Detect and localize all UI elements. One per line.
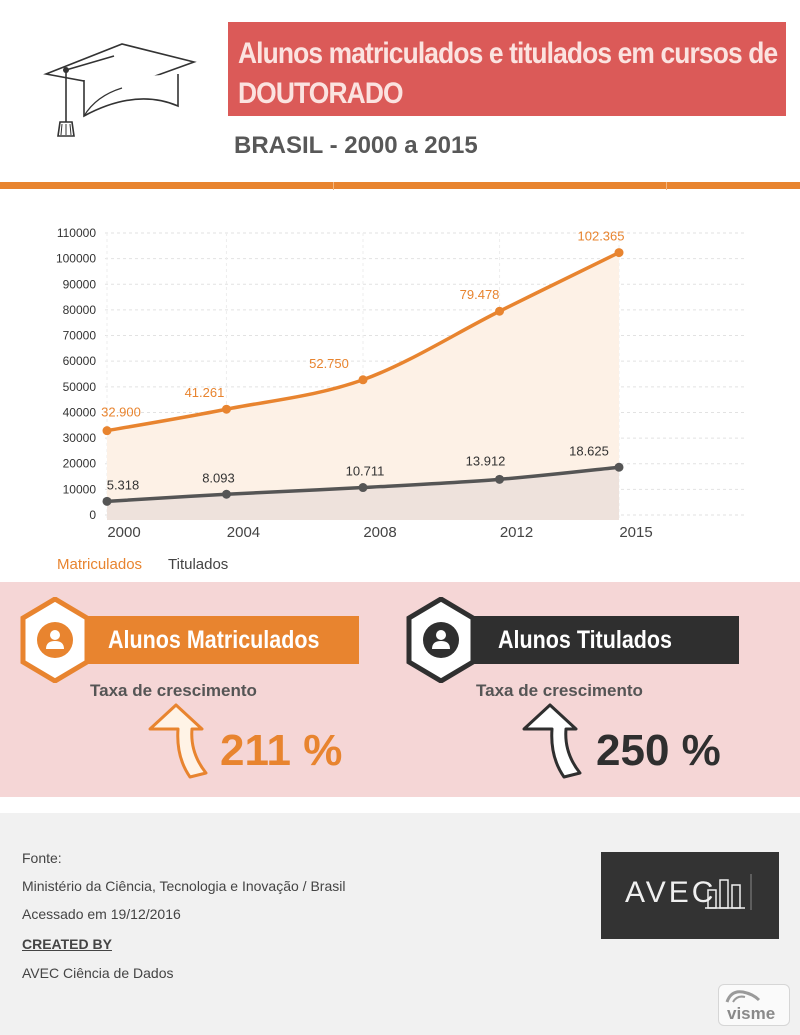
data-point [102,496,112,506]
graduation-cap-icon [43,43,197,137]
matriculados-banner: Alunos Matriculados [80,616,359,664]
data-point [221,489,231,499]
titulados-title: Alunos Titulados [498,626,673,654]
data-point [358,483,368,493]
series-area [107,252,619,520]
chart-points [102,248,624,506]
y-tick-label: 40000 [63,405,97,419]
user-icon [432,630,450,649]
y-axis-ticks: 0 10000 20000 30000 40000 50000 60000 70000 8000… [56,226,96,522]
data-label: 32.900 [101,405,141,420]
x-tick-label: 2012 [500,524,533,541]
data-label: 18.625 [569,443,609,458]
avec-logo: AVEC [601,852,779,939]
x-tick-label: 2004 [227,524,260,541]
data-label: 10.711 [346,464,385,479]
data-point [358,375,368,385]
bar-chart-icon [705,874,752,910]
chart-data-labels: 32.900 41.261 52.750 79.478 102.365 5.318 8.09… [101,229,624,493]
data-point [495,474,505,484]
title-line-2: DOUTORADO [238,77,404,110]
y-tick-label: 20000 [63,457,97,471]
data-label: 8.093 [202,470,235,485]
visme-text: visme [727,1004,776,1023]
y-tick-label: 10000 [63,482,97,496]
up-arrow-icon [148,703,208,779]
y-tick-label: 50000 [63,380,97,394]
y-tick-label: 0 [89,508,96,522]
data-label: 102.365 [578,229,625,244]
orange-divider [0,182,800,189]
data-label: 13.912 [466,453,506,468]
visme-swirl-icon [725,990,761,1003]
y-tick-label: 90000 [63,277,97,291]
accessed-date: Acessado em 19/12/2016 [22,906,181,922]
y-tick-label: 110000 [57,226,96,240]
data-point [221,404,231,414]
titulados-rate-value: 250 % [596,726,721,775]
matriculados-rate-label: Taxa de crescimento [90,681,257,700]
data-point [614,248,624,258]
data-label: 5.318 [107,477,140,492]
line-chart: 32.900 41.261 52.750 79.478 102.365 5.318 8.09… [56,226,745,541]
matriculados-title: Alunos Matriculados [108,626,320,654]
creator-name: AVEC Ciência de Dados [22,965,174,981]
x-axis-ticks: 2000 2004 2008 2012 2015 [107,524,652,541]
legend-titulados[interactable]: Titulados [168,556,229,573]
subtitle: BRASIL - 2000 a 2015 [234,132,478,159]
up-arrow-icon [522,703,582,779]
source-label: Fonte: [22,850,62,866]
data-label: 41.261 [185,385,225,400]
x-tick-label: 2008 [363,524,396,541]
y-tick-label: 30000 [63,431,97,445]
data-label: 79.478 [460,287,500,302]
divider-tick [666,182,667,190]
legend-matriculados[interactable]: Matriculados [57,556,143,573]
user-icon [46,630,64,649]
data-label: 52.750 [309,356,349,371]
visme-badge[interactable]: visme [718,984,790,1026]
data-point [614,462,624,472]
matriculados-hexagon [20,597,90,683]
titulados-rate-label: Taxa de crescimento [476,681,643,700]
divider-tick [333,182,334,190]
created-by-link[interactable]: CREATED BY [22,936,112,952]
y-tick-label: 80000 [63,303,97,317]
title-banner: Alunos matriculados e titulados em curso… [228,22,786,116]
data-point [495,306,505,316]
y-tick-label: 60000 [63,354,97,368]
title-line-1: Alunos matriculados e titulados em curso… [238,37,778,70]
titulados-hexagon [406,597,476,683]
y-tick-label: 70000 [63,329,97,343]
x-tick-label: 2015 [619,524,652,541]
avec-logo-text: AVEC [625,876,717,909]
matriculados-rate-value: 211 % [220,726,343,775]
y-tick-label: 100000 [56,252,96,266]
data-point [102,426,112,436]
titulados-banner: Alunos Titulados [470,616,739,664]
x-tick-label: 2000 [107,524,140,541]
source-text: Ministério da Ciência, Tecnologia e Inov… [22,878,346,894]
